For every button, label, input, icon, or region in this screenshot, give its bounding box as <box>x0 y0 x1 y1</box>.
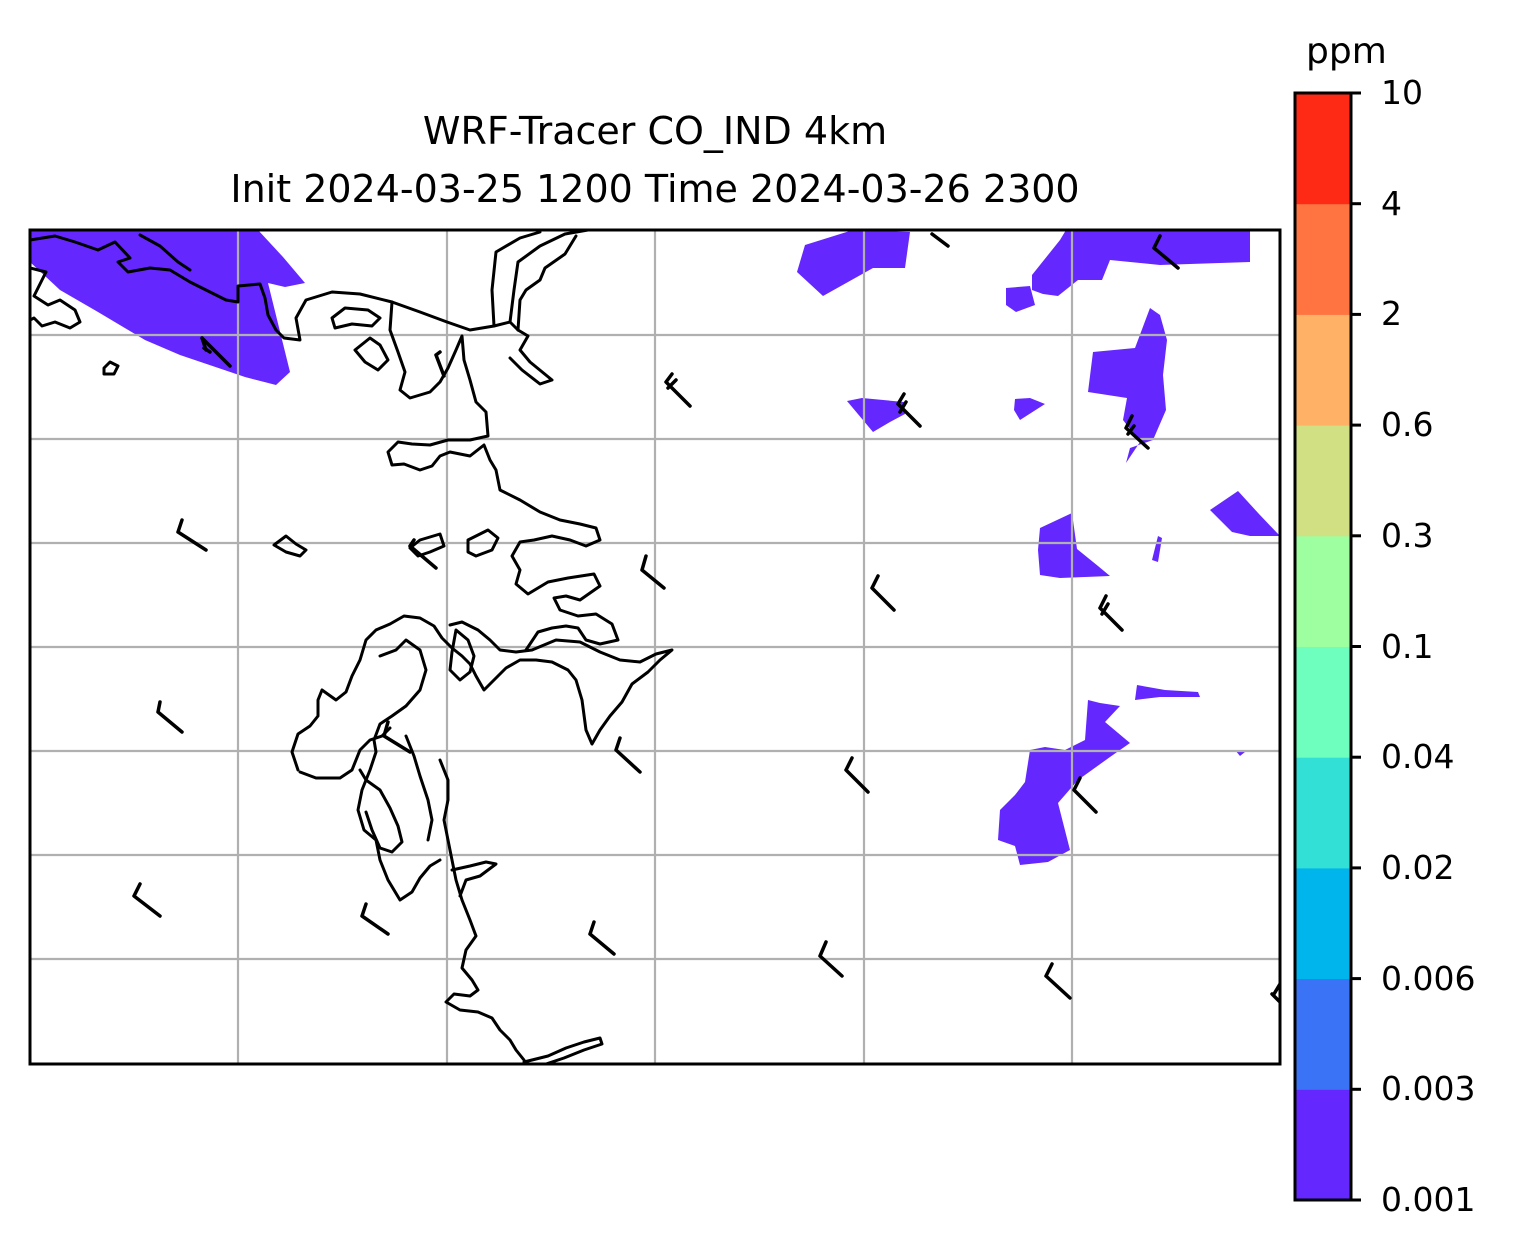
coastline-central-delta <box>290 614 674 772</box>
wind-barb <box>156 700 184 734</box>
coastline-northwest-branch <box>138 233 192 272</box>
plume-southeast-strip <box>1135 685 1200 700</box>
plume-north-center <box>797 230 910 296</box>
coastline-bay-channel <box>386 300 620 652</box>
wind-barb <box>132 882 162 918</box>
map-frame <box>28 228 1282 1066</box>
plume-northeast-small <box>1006 286 1035 312</box>
coastline-northwest <box>30 234 520 342</box>
wind-barb <box>360 902 390 936</box>
wind-barb <box>930 232 950 248</box>
island-small-west <box>102 360 120 376</box>
wind-barb <box>588 920 616 956</box>
plume-center-east <box>847 398 905 432</box>
coastline-middle-island-2 <box>466 528 500 558</box>
colorbar-band <box>1295 425 1351 537</box>
coastline-southern-spit <box>522 1036 604 1064</box>
plume-east-middle <box>1038 513 1110 578</box>
island-north-2 <box>353 336 390 372</box>
map-title-line2: Init 2024-03-25 1200 Time 2024-03-26 230… <box>230 167 1080 211</box>
colorbar-tick-label: 0.04 <box>1381 737 1455 777</box>
coastline-south-channel-east <box>450 860 498 898</box>
coastline-north-river-2 <box>508 230 590 324</box>
colorbar-tick-label: 4 <box>1381 183 1402 223</box>
colorbar-tick-label: 0.001 <box>1381 1180 1476 1219</box>
wind-barb <box>176 518 208 552</box>
coastline-north-river-3 <box>516 234 578 332</box>
wind-barb <box>614 736 642 774</box>
tracer-plumes <box>30 230 1280 865</box>
wind-barb <box>870 574 896 612</box>
wind-barb <box>1152 234 1180 270</box>
coastline-northwest-inlet <box>30 266 82 330</box>
wind-barb <box>640 554 666 590</box>
coastline-west-delta-2 <box>358 768 404 854</box>
colorbar-tick-label: 0.006 <box>1381 958 1476 998</box>
colorbar-band <box>1295 93 1351 205</box>
wind-barb <box>1124 414 1150 450</box>
colorbar-band <box>1295 867 1351 980</box>
colorbar-tick-label: 0.3 <box>1381 515 1434 555</box>
wind-barb <box>434 350 446 378</box>
wind-barb <box>844 756 870 794</box>
wind-barb <box>408 538 438 570</box>
plume-east-edge <box>1210 491 1280 536</box>
plume-northwest <box>30 230 305 385</box>
wind-barb <box>382 720 412 754</box>
coastline-north-river-1 <box>490 230 542 328</box>
wind-barb <box>1072 776 1098 814</box>
colorbar-band <box>1295 535 1351 647</box>
colorbar-tick-label: 2 <box>1381 294 1402 334</box>
wind-barb <box>818 940 844 978</box>
colorbar <box>1293 91 1361 1202</box>
map-gridlines <box>30 230 1280 1064</box>
colorbar-unit-label: ppm <box>1306 31 1387 72</box>
wind-barb <box>896 392 922 428</box>
colorbar-band <box>1295 978 1351 1090</box>
wind-barb <box>664 372 692 408</box>
island-north-1 <box>330 306 382 330</box>
colorbar-tick-label: 0.02 <box>1381 847 1455 887</box>
plume-east-small <box>1014 398 1045 420</box>
wind-barb <box>200 336 232 368</box>
colorbar-band <box>1295 646 1351 758</box>
coastline-middle-islands <box>408 532 446 558</box>
colorbar-band <box>1295 314 1351 426</box>
colorbar-band <box>1295 1089 1351 1201</box>
map-area <box>30 230 1280 1064</box>
colorbar-band <box>1295 757 1351 869</box>
coastline-delta-finger <box>404 734 434 842</box>
colorbar-tick-label: 0.1 <box>1381 626 1434 666</box>
coastlines <box>30 230 674 1064</box>
colorbar-tick-label: 10 <box>1381 73 1423 112</box>
plume-east-upper <box>1088 308 1167 463</box>
colorbar-tick-label: 0.6 <box>1381 405 1434 445</box>
coastline-north-channel-east <box>508 328 554 386</box>
wind-barbs <box>132 232 1280 1004</box>
coastline-south-channel <box>438 758 526 1062</box>
wind-barb <box>1098 594 1124 632</box>
coastline-west-delta <box>298 726 392 780</box>
colorbar-band <box>1295 203 1351 315</box>
plume-northeast <box>1032 230 1250 296</box>
coastline-middle-island-3 <box>272 534 308 558</box>
wind-barb <box>1044 962 1072 1000</box>
coastline-central-channel <box>356 638 442 902</box>
colorbar-tick-label: 0.003 <box>1381 1069 1476 1109</box>
map-title-line1: WRF-Tracer CO_IND 4km <box>422 109 888 153</box>
plume-southeast <box>998 700 1130 865</box>
coastline-inner-loop <box>448 628 476 682</box>
plume-east-sliver <box>1152 536 1162 562</box>
